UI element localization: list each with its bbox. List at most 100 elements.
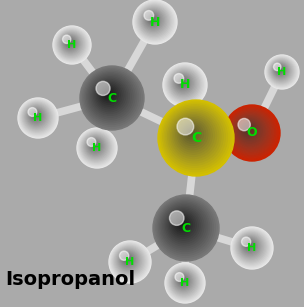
Circle shape <box>25 105 49 129</box>
Circle shape <box>118 250 139 271</box>
Circle shape <box>189 131 192 134</box>
Circle shape <box>248 244 250 246</box>
Circle shape <box>243 124 254 135</box>
Circle shape <box>275 64 286 76</box>
Circle shape <box>85 137 105 157</box>
Text: C: C <box>181 221 191 235</box>
Circle shape <box>135 2 174 41</box>
Circle shape <box>171 213 194 236</box>
Circle shape <box>99 85 118 104</box>
Circle shape <box>92 143 96 147</box>
Circle shape <box>238 234 263 259</box>
Circle shape <box>242 123 256 137</box>
Circle shape <box>169 68 199 99</box>
Circle shape <box>168 68 201 101</box>
Text: C: C <box>107 91 116 104</box>
Circle shape <box>166 208 202 244</box>
Circle shape <box>117 249 140 272</box>
Circle shape <box>187 129 195 137</box>
Circle shape <box>59 32 83 56</box>
Circle shape <box>175 273 184 282</box>
Circle shape <box>268 58 295 85</box>
Circle shape <box>60 33 82 55</box>
Circle shape <box>269 59 293 83</box>
Circle shape <box>114 246 144 276</box>
Text: H: H <box>125 257 135 267</box>
Circle shape <box>274 63 281 71</box>
Circle shape <box>22 102 52 132</box>
Circle shape <box>81 67 142 128</box>
Circle shape <box>168 266 202 300</box>
Circle shape <box>269 59 294 84</box>
Circle shape <box>88 139 102 153</box>
Circle shape <box>168 110 221 163</box>
Circle shape <box>165 263 205 303</box>
Circle shape <box>184 126 199 141</box>
Text: H: H <box>33 113 43 123</box>
Circle shape <box>145 12 161 28</box>
Circle shape <box>177 118 194 135</box>
Text: Isopropanol: Isopropanol <box>5 270 135 289</box>
Circle shape <box>163 205 206 248</box>
Circle shape <box>160 102 232 174</box>
Circle shape <box>232 228 272 268</box>
Circle shape <box>80 66 144 130</box>
Circle shape <box>172 270 196 294</box>
Circle shape <box>136 3 173 40</box>
Circle shape <box>225 106 278 159</box>
Circle shape <box>230 111 272 153</box>
Circle shape <box>87 138 96 146</box>
Circle shape <box>182 124 201 143</box>
Text: C: C <box>191 131 201 145</box>
Circle shape <box>34 114 36 116</box>
Circle shape <box>271 61 290 80</box>
Circle shape <box>149 16 155 22</box>
Circle shape <box>133 0 177 44</box>
Circle shape <box>26 106 48 128</box>
Circle shape <box>231 227 273 269</box>
Circle shape <box>177 219 187 229</box>
Circle shape <box>89 76 131 117</box>
Circle shape <box>237 118 262 143</box>
Circle shape <box>272 62 289 79</box>
Circle shape <box>150 17 154 21</box>
Circle shape <box>185 127 197 139</box>
Circle shape <box>116 248 141 273</box>
Circle shape <box>271 61 291 81</box>
Circle shape <box>122 254 134 266</box>
Circle shape <box>77 128 117 168</box>
Circle shape <box>270 60 292 82</box>
Circle shape <box>236 117 264 145</box>
Circle shape <box>146 13 159 26</box>
Circle shape <box>148 15 157 24</box>
Circle shape <box>161 204 208 250</box>
Circle shape <box>177 119 208 150</box>
Circle shape <box>164 64 206 106</box>
Circle shape <box>85 136 107 158</box>
Circle shape <box>167 209 200 242</box>
Circle shape <box>151 18 153 20</box>
Circle shape <box>125 257 129 261</box>
Circle shape <box>245 241 254 250</box>
Circle shape <box>180 222 183 225</box>
Circle shape <box>94 80 126 112</box>
Circle shape <box>266 56 298 88</box>
Circle shape <box>175 75 191 91</box>
Circle shape <box>142 9 164 31</box>
Circle shape <box>65 38 74 48</box>
Circle shape <box>181 279 183 281</box>
Circle shape <box>178 78 187 87</box>
Circle shape <box>158 100 234 176</box>
Circle shape <box>31 111 41 121</box>
Circle shape <box>277 67 283 73</box>
Circle shape <box>21 101 54 134</box>
Circle shape <box>168 266 200 298</box>
Circle shape <box>164 206 204 246</box>
Circle shape <box>20 100 56 136</box>
Text: H: H <box>277 67 287 77</box>
Circle shape <box>224 105 280 161</box>
Circle shape <box>176 118 210 152</box>
Circle shape <box>61 34 80 53</box>
Circle shape <box>179 79 185 85</box>
Circle shape <box>68 41 70 43</box>
